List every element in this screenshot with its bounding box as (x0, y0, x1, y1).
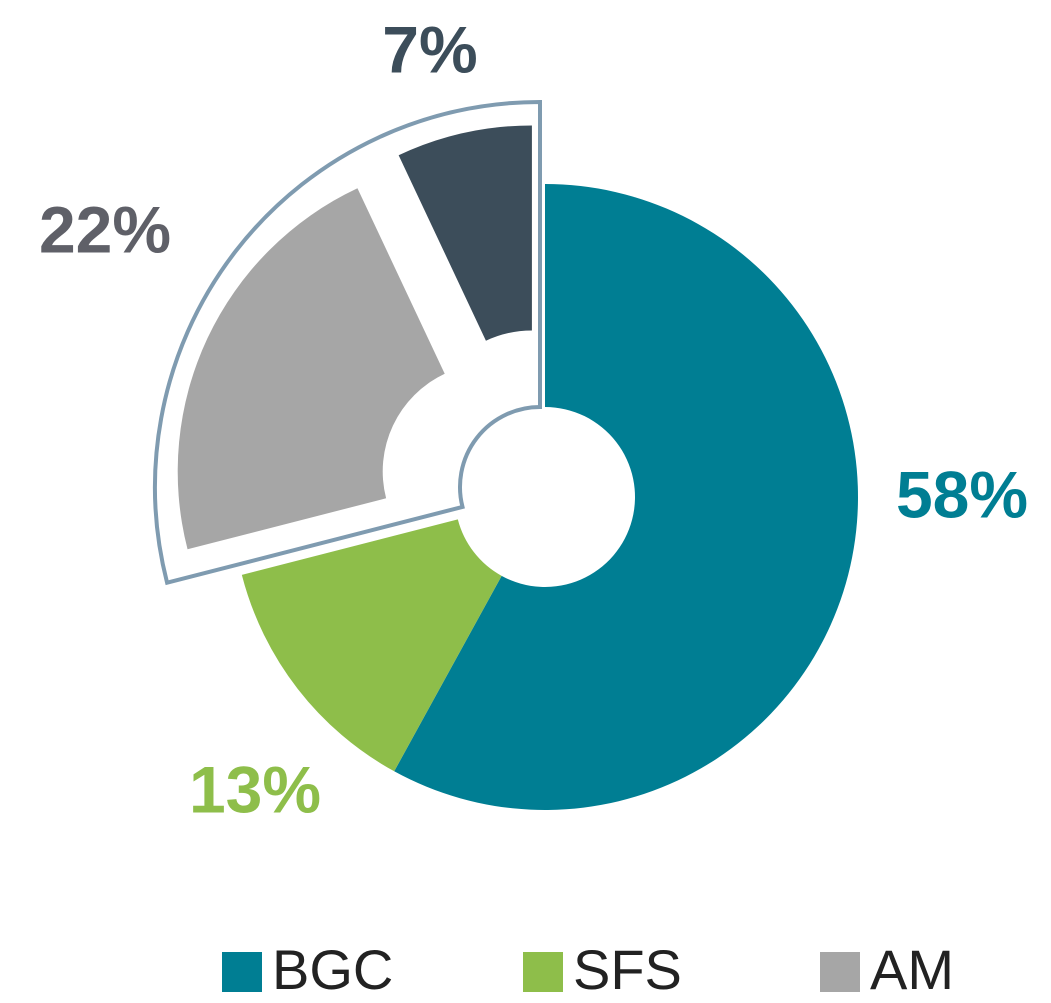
legend-label: BGC (272, 938, 393, 1001)
data-label: 7% (382, 12, 477, 86)
data-label: 58% (896, 457, 1028, 531)
legend-label: AM (870, 938, 954, 1001)
donut-segment (177, 188, 445, 550)
donut-segment (398, 125, 532, 341)
legend-swatch (222, 952, 262, 992)
legend-label: SFS (573, 938, 682, 1001)
donut-segment (394, 184, 858, 810)
data-label: 22% (39, 192, 171, 266)
donut-segment (241, 519, 502, 772)
legend-swatch (820, 952, 860, 992)
data-label: 13% (189, 752, 321, 826)
legend-swatch (523, 952, 563, 992)
